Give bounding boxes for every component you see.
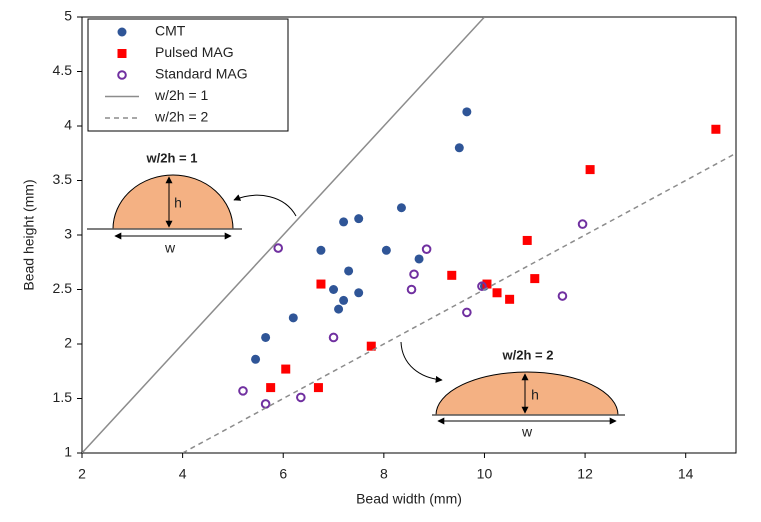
diagram-left: w/2h = 1 h w	[87, 150, 297, 256]
annotation: w/2h = 1	[146, 150, 198, 165]
point	[296, 392, 306, 403]
point	[339, 295, 349, 305]
point	[238, 386, 248, 396]
point	[117, 27, 127, 37]
point	[477, 281, 487, 292]
annotation: h	[174, 195, 182, 211]
point	[381, 245, 391, 255]
point	[288, 313, 298, 323]
point	[329, 285, 339, 294]
y-tick-label: 5	[64, 8, 72, 24]
x-axis-label: Bead width (mm)	[356, 491, 462, 507]
point	[505, 294, 515, 304]
point	[482, 279, 492, 289]
plot-area	[82, 17, 736, 453]
legend: CMT Pulsed MAG Standard MAG w/2h = 1 w/2h = …	[87, 18, 289, 132]
annotation: w	[521, 424, 533, 440]
point	[447, 270, 457, 280]
point	[261, 332, 271, 342]
point	[260, 399, 271, 409]
x-tick-label: 12	[577, 466, 593, 482]
point	[316, 279, 326, 289]
point	[339, 217, 349, 227]
point	[334, 304, 344, 314]
point	[344, 266, 354, 276]
x-tick-label: 10	[477, 466, 493, 482]
legend-label: w/2h = 2	[154, 109, 209, 125]
y-axis-label: Bead height (mm)	[21, 179, 37, 290]
point	[557, 291, 568, 301]
pointer-arrow	[233, 194, 297, 217]
y-tick-label: 2.5	[53, 280, 73, 296]
y-tick-label: 4.5	[53, 62, 73, 78]
point	[585, 165, 595, 175]
point	[530, 274, 540, 284]
y-tick-label: 4	[64, 117, 72, 133]
point	[281, 364, 291, 374]
legend-label: Standard MAG	[155, 66, 248, 82]
x-tick-label: 8	[380, 466, 388, 482]
point	[273, 243, 284, 253]
point	[462, 307, 472, 318]
point	[409, 269, 419, 280]
point	[414, 254, 424, 264]
point	[316, 245, 326, 255]
point	[366, 341, 376, 351]
reference-line	[182, 152, 736, 453]
y-tick-label: 1	[64, 444, 72, 460]
x-tick-label: 4	[179, 466, 187, 482]
reference-line	[82, 17, 486, 453]
legend-label: w/2h = 1	[154, 87, 209, 103]
point	[396, 203, 406, 213]
point	[492, 288, 502, 298]
annotation: w	[164, 240, 176, 256]
point	[406, 284, 417, 295]
legend-label: CMT	[155, 23, 186, 39]
annotation: h	[531, 387, 539, 403]
point	[117, 49, 127, 58]
point	[522, 235, 532, 245]
x-tick-label: 2	[78, 466, 86, 482]
point	[117, 70, 127, 80]
point	[266, 383, 276, 393]
bead-shape	[435, 371, 619, 416]
point	[313, 383, 323, 393]
point	[354, 288, 364, 298]
point	[711, 124, 721, 134]
point	[328, 332, 339, 343]
y-tick-label: 3.5	[53, 171, 73, 187]
legend-label: Pulsed MAG	[155, 44, 234, 60]
y-tick-label: 2	[64, 335, 72, 351]
y-tick-label: 3	[64, 226, 72, 242]
x-tick-label: 6	[279, 466, 287, 482]
point	[462, 107, 472, 117]
point	[354, 214, 364, 224]
point	[454, 143, 464, 153]
point	[577, 219, 588, 229]
point	[251, 354, 261, 364]
y-tick-label: 1.5	[53, 389, 73, 405]
annotation: w/2h = 2	[502, 347, 554, 362]
point	[421, 244, 432, 254]
diagram-right: w/2h = 2 h w	[400, 341, 625, 440]
legend-box	[87, 18, 289, 132]
bead-shape	[112, 174, 234, 230]
pointer-arrow	[400, 341, 443, 383]
x-tick-label: 14	[678, 466, 694, 482]
